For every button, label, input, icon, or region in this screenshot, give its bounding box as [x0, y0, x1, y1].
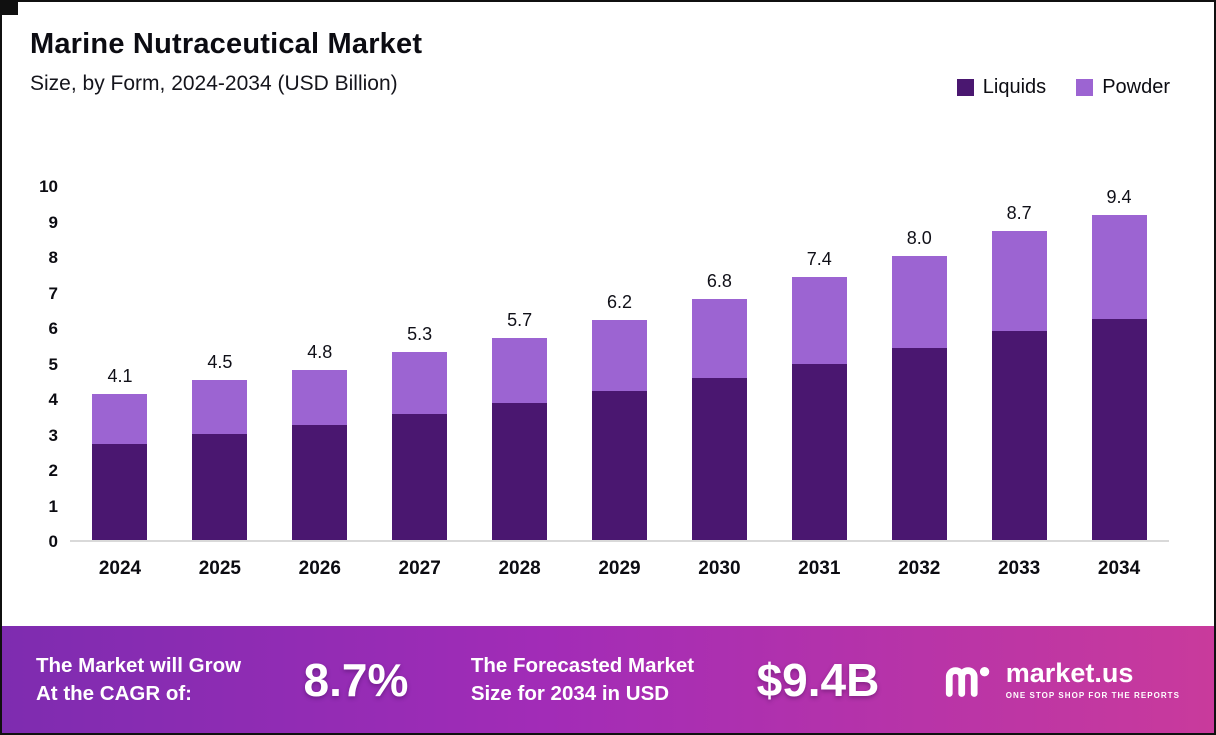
forecast-caption-line2: Size for 2034 in USD	[470, 681, 670, 705]
cagr-caption: The Market will Grow At the CAGR of:	[36, 652, 241, 706]
bar-segment-liquids	[1091, 318, 1147, 540]
forecast-value: $9.4B	[756, 653, 880, 706]
footer-banner: The Market will Grow At the CAGR of: 8.7…	[2, 626, 1214, 733]
x-axis-label: 2031	[798, 558, 841, 579]
bar-total-label: 6.2	[606, 291, 632, 312]
forecast-caption: The Forecasted Market Size for 2034 in U…	[471, 652, 694, 706]
bar-column: 6.2	[570, 187, 670, 540]
bar-total-label: 5.7	[507, 309, 533, 330]
bar-column: 8.7	[969, 187, 1069, 540]
x-axis-label: 2034	[1097, 558, 1141, 579]
x-axis-label: 2025	[198, 558, 241, 579]
forecast-caption-line1: The Forecasted Market	[470, 654, 695, 678]
bar-column: 5.3	[370, 187, 470, 540]
y-tick-label: 9	[48, 212, 58, 232]
bar-segment-liquids	[791, 364, 847, 540]
bar-segment-powder	[92, 394, 148, 445]
y-tick-label: 0	[48, 532, 58, 551]
y-tick-label: 10	[39, 177, 58, 196]
plot-area: 4.1 4.5 4.8 5.3 5.7 6.2 6.8 7.4 8.0 8.7 9.4	[70, 187, 1169, 542]
bar-segment-liquids	[991, 330, 1047, 540]
bar-column: 6.8	[669, 187, 769, 540]
y-tick-label: 3	[48, 425, 58, 445]
page-subtitle: Size, by Form, 2024-2034 (USD Billion)	[30, 72, 398, 95]
logo-name: market.us	[1005, 657, 1134, 688]
x-axis-label: 2027	[398, 558, 441, 579]
x-axis-label: 2026	[298, 558, 341, 579]
bar-column: 7.4	[769, 187, 869, 540]
page-title: Marine Nutraceutical Market	[30, 28, 423, 60]
bar-segment-powder	[591, 319, 647, 391]
bar-segment-liquids	[492, 403, 548, 540]
x-axis-labels: 2024 2025 2026 2027 2028 2029 2030 2031 2032 2033…	[70, 558, 1169, 580]
bar-segment-powder	[991, 231, 1047, 331]
x-axis-label: 2029	[598, 558, 641, 579]
bar-segment-powder	[891, 256, 947, 349]
corner-accent	[2, 2, 18, 15]
bar-segment-powder	[791, 277, 847, 365]
bar-total-label: 5.3	[407, 323, 433, 344]
marketus-logo: market.us ONE STOP SHOP FOR THE REPORTS	[942, 658, 1180, 702]
cagr-caption-line1: The Market will Grow	[36, 654, 242, 678]
legend-item-powder: Powder	[1076, 76, 1170, 99]
bar-segment-liquids	[891, 348, 947, 540]
bar-column: 4.5	[170, 187, 270, 540]
y-tick-label: 7	[48, 283, 58, 303]
legend-label-powder: Powder	[1102, 76, 1170, 98]
header: Marine Nutraceutical Market Size, by For…	[2, 2, 1214, 99]
bar-segment-powder	[1091, 215, 1147, 319]
header-titles: Marine Nutraceutical Market Size, by For…	[30, 28, 422, 96]
bar-segment-liquids	[691, 378, 747, 540]
bar-total-label: 8.0	[906, 228, 932, 249]
y-tick-label: 1	[48, 496, 58, 516]
marketus-logo-icon	[945, 666, 990, 697]
bar-total-label: 9.4	[1106, 187, 1132, 207]
x-axis-label: 2028	[498, 558, 541, 579]
liquids-swatch-icon	[956, 79, 974, 96]
chart-legend: Liquids Powder	[956, 76, 1170, 99]
bar-segment-liquids	[92, 444, 148, 540]
bar-segment-liquids	[591, 390, 647, 540]
bar-total-label: 8.7	[1006, 203, 1032, 224]
y-tick-label: 6	[48, 319, 58, 338]
bar-total-label: 4.1	[107, 366, 133, 387]
bar-column: 4.8	[270, 187, 370, 540]
bar-total-label: 7.4	[806, 249, 832, 270]
cagr-value: 8.7%	[303, 653, 409, 706]
cagr-caption-line2: At the CAGR of:	[36, 681, 193, 705]
bar-segment-liquids	[392, 413, 448, 540]
bar-total-label: 4.8	[307, 341, 333, 362]
powder-swatch-icon	[1076, 79, 1094, 96]
marketus-logo-text: market.us ONE STOP SHOP FOR THE REPORTS	[1005, 657, 1180, 700]
x-axis-label: 2030	[698, 558, 741, 579]
bar-segment-powder	[292, 369, 348, 425]
y-tick-label: 5	[48, 354, 58, 374]
bar-segment-powder	[691, 298, 747, 379]
bar-column: 5.7	[470, 187, 570, 540]
bar-segment-liquids	[292, 424, 348, 540]
bar-segment-liquids	[192, 433, 248, 540]
bar-segment-powder	[492, 337, 548, 404]
y-tick-label: 8	[48, 248, 58, 267]
bar-segment-powder	[192, 380, 248, 434]
x-axis-label: 2033	[997, 558, 1041, 579]
bar-column: 4.1	[70, 187, 170, 540]
y-tick-label: 4	[48, 390, 58, 409]
x-axis-label: 2032	[898, 558, 941, 579]
chart-area: 0 1 2 3 4 5 6 7 8 9 10 4.1 4.5 4.8 5.3 5.7 6.2 6.8 7.4 8.0…	[28, 177, 1169, 551]
legend-item-liquids: Liquids	[956, 76, 1047, 99]
bar-total-label: 6.8	[706, 270, 732, 291]
x-axis-label: 2024	[98, 558, 142, 579]
y-tick-label: 2	[48, 461, 58, 480]
bar-segment-powder	[392, 351, 448, 414]
legend-label-liquids: Liquids	[982, 76, 1047, 98]
bar-column: 9.4	[1069, 187, 1169, 540]
bar-column: 8.0	[869, 187, 969, 540]
logo-tagline: ONE STOP SHOP FOR THE REPORTS	[1005, 690, 1180, 700]
bar-total-label: 4.5	[207, 352, 233, 373]
y-axis: 0 1 2 3 4 5 6 7 8 9 10	[28, 177, 70, 551]
